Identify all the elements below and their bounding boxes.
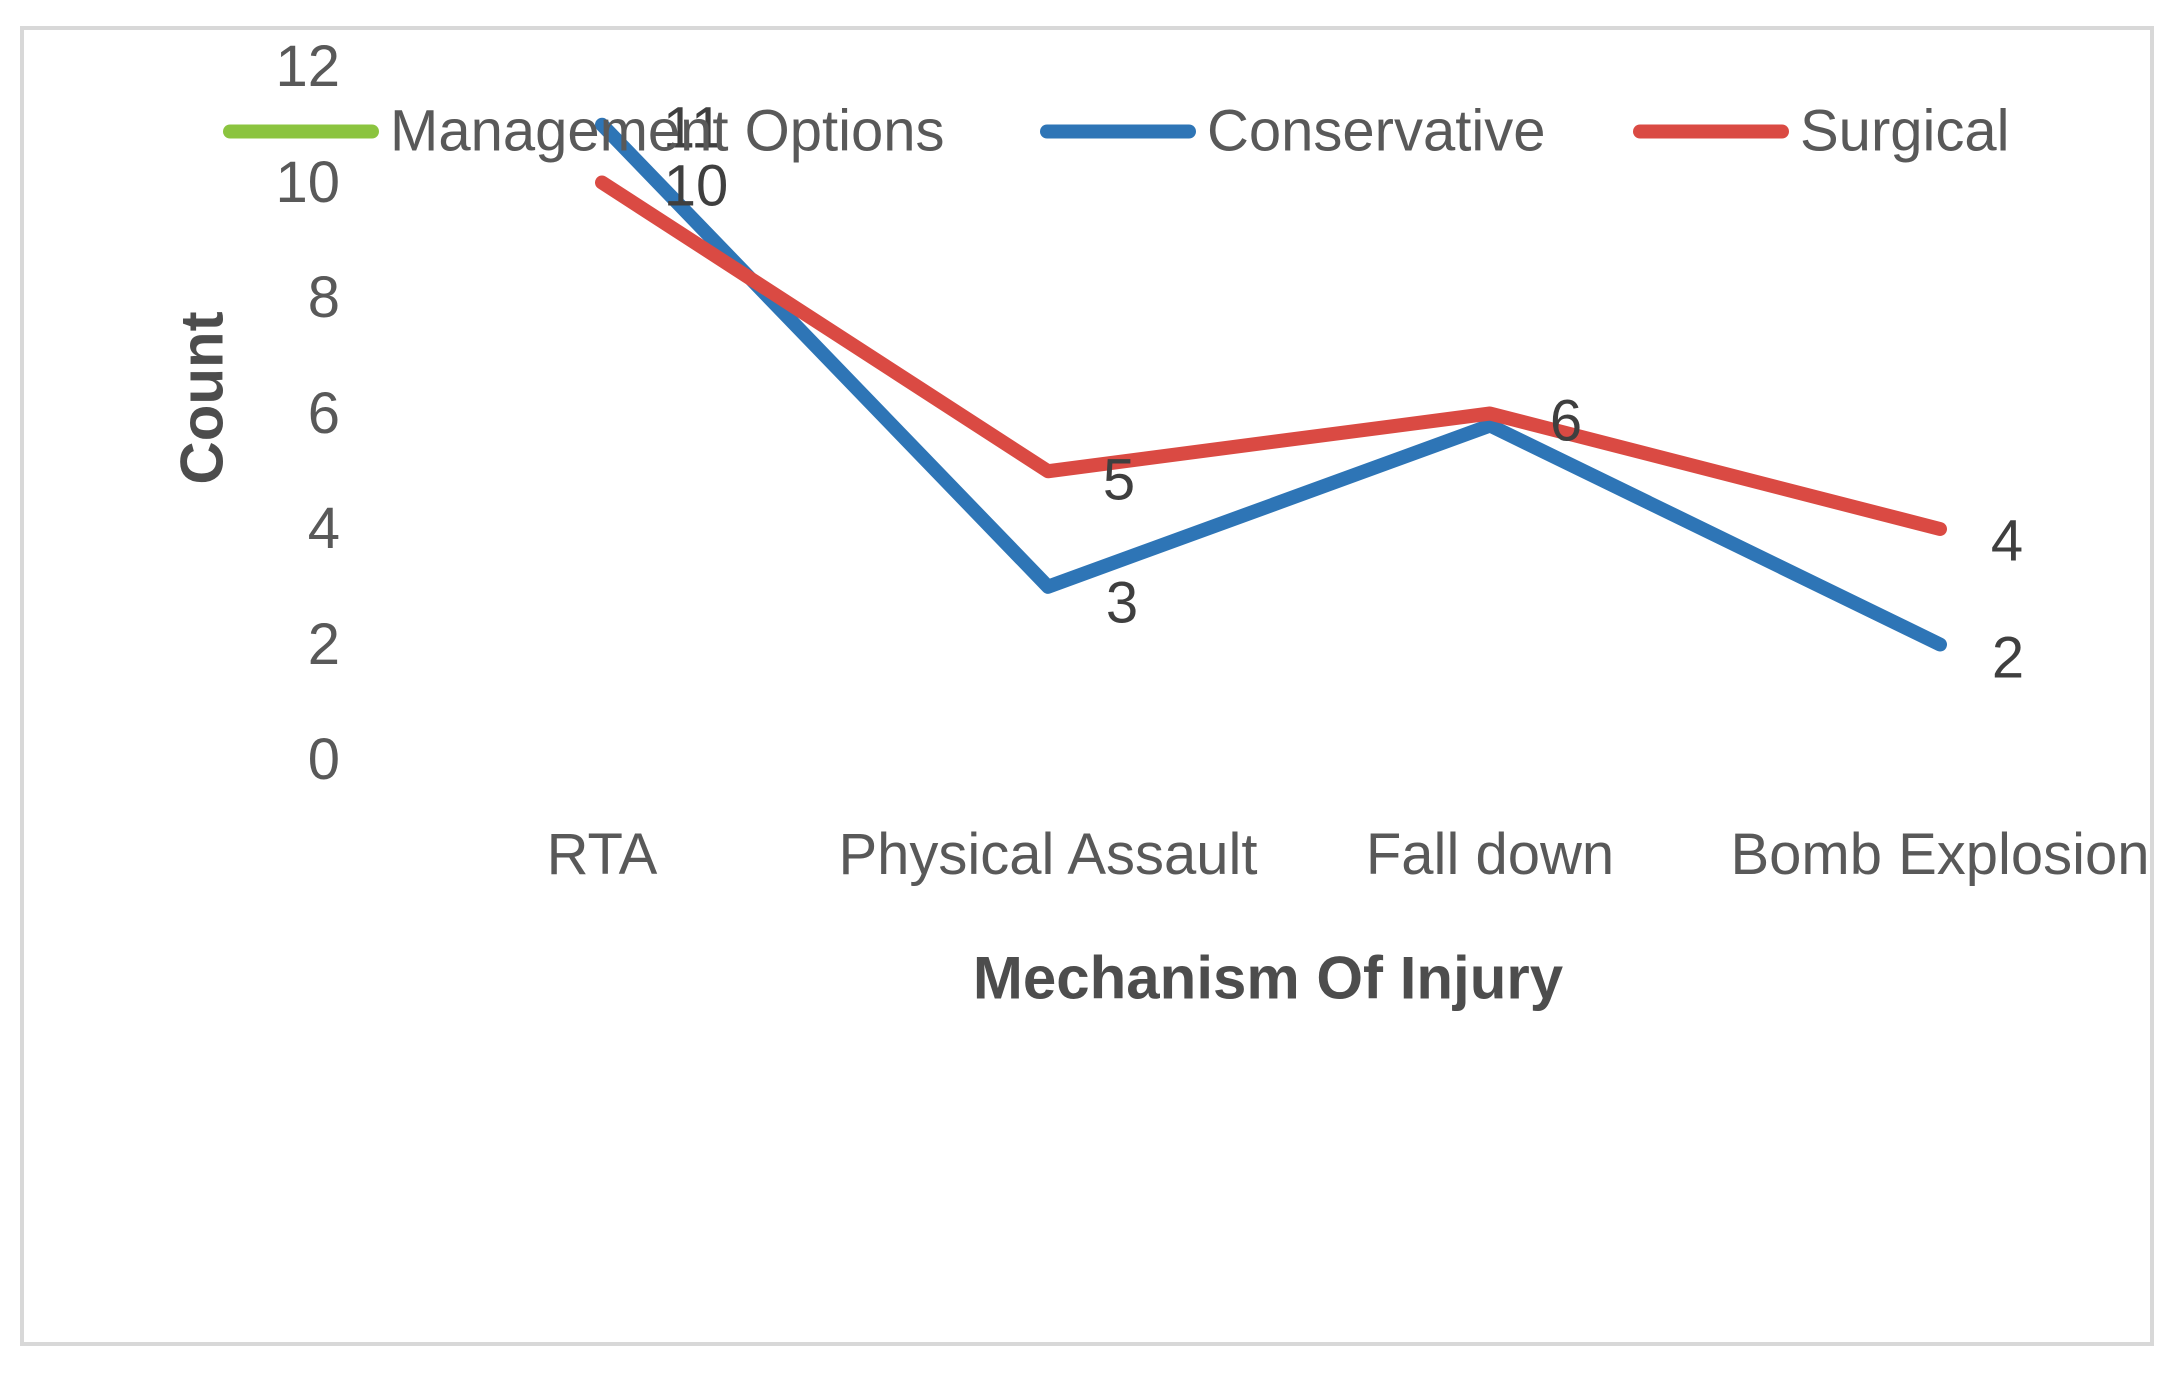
y-tick-label: 0: [307, 727, 340, 792]
legend-label: Management Options: [390, 98, 945, 164]
x-category-label: Bomb Explosion: [1730, 822, 2150, 887]
data-label: 5: [1102, 447, 1136, 513]
x-category-label: Physical Assault: [838, 822, 1258, 887]
legend-line-swatch: [1633, 124, 1789, 138]
y-tick-label: 12: [275, 34, 340, 99]
legend-item-conservative: Conservative: [1040, 98, 1545, 165]
x-axis-title: Mechanism Of Injury: [972, 944, 1564, 1012]
legend-item-surgical: Surgical: [1633, 98, 2010, 165]
legend-item-management-options: Management Options: [223, 98, 945, 165]
series-line-surgical: [595, 175, 1947, 536]
x-category-label: RTA: [546, 822, 658, 887]
y-tick-label: 4: [307, 496, 340, 561]
series-line-conservative: [595, 117, 1947, 652]
data-label: 2: [1991, 625, 2025, 690]
y-tick-label: 6: [307, 380, 340, 446]
y-tick-label: 2: [307, 611, 340, 677]
legend-label: Surgical: [1800, 98, 2010, 164]
y-tick-label: 10: [275, 149, 340, 215]
data-label: 6: [1549, 388, 1583, 453]
data-label: 4: [1990, 508, 2024, 574]
data-label: 10: [663, 153, 729, 218]
legend-line-swatch: [223, 124, 379, 138]
legend-label: Conservative: [1207, 98, 1546, 164]
chart-border: [20, 26, 2154, 1346]
y-tick-label: 8: [307, 265, 340, 330]
data-label: 3: [1105, 570, 1139, 636]
legend-line-swatch: [1040, 124, 1196, 138]
data-label: 11: [662, 95, 724, 161]
y-axis-title: Count: [168, 311, 236, 485]
x-category-label: Fall down: [1365, 822, 1615, 887]
